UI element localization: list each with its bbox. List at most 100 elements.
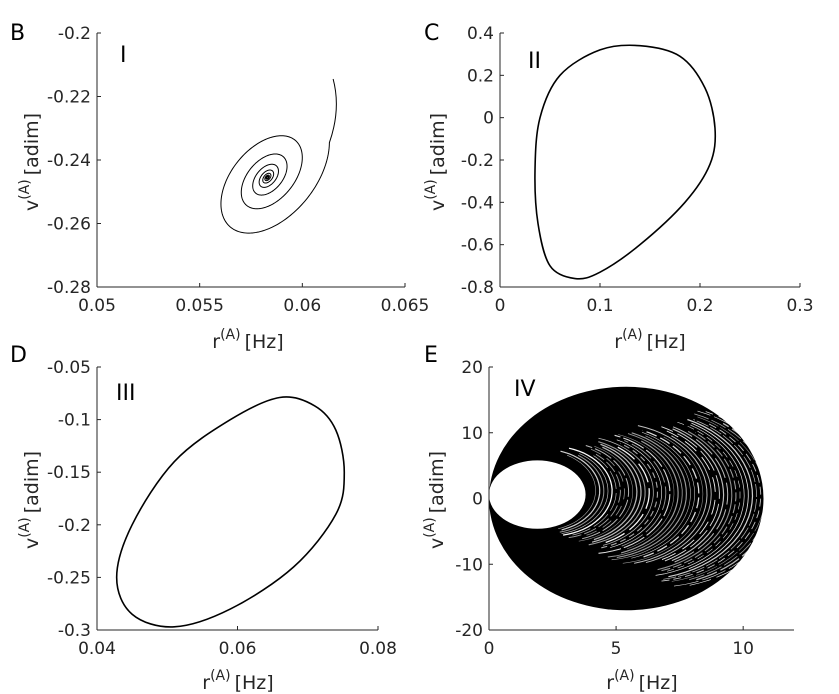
attractor-strand-gap (607, 433, 683, 558)
attractor-strand-gap (605, 446, 650, 544)
attractor-strand-gap (588, 441, 646, 546)
attractor-strand-gap (633, 425, 708, 564)
y-tick-label: -0.2 (58, 24, 91, 44)
attractor-strand-gap (671, 416, 766, 582)
x-tick-label: 0 (484, 639, 495, 659)
axes-d (96, 367, 378, 631)
y-tick-label: -0.15 (47, 463, 91, 483)
y-tick-label: -0.1 (58, 411, 91, 431)
attractor-strand-gap (657, 430, 733, 571)
x-tick-label: 0 (495, 296, 506, 316)
x-tick-label: 0.065 (381, 296, 430, 316)
attractor-strand-gap (673, 410, 778, 587)
attractor-strand-gap (689, 411, 782, 586)
attractor-strand-gap (668, 418, 754, 578)
y-tick-label: -0.2 (461, 151, 494, 171)
regime-label-d: III (116, 381, 135, 406)
panel-c: C II 0 0.1 0.2 0.3 -0.8-0.6-0.4-0.200.20.4 … (423, 21, 814, 353)
x-tick-label: 0.2 (686, 296, 713, 316)
y-axis-label-e: v(A)[adim] (422, 451, 448, 549)
attractor-strand-gap (568, 453, 621, 539)
attractor-strand-gap (582, 445, 630, 540)
y-axis-label-d: v(A)[adim] (17, 451, 43, 549)
attractor-strand-gap (661, 430, 716, 561)
attractor-strand-gap (593, 446, 638, 541)
attractor-strand-gap (622, 436, 704, 564)
x-axis-label-d: r(A) [Hz] (202, 668, 273, 694)
attractor-strand-gap (631, 431, 695, 559)
attractor-strand-gap (560, 450, 601, 531)
limit-cycle-c (534, 44, 717, 280)
attractor-strand-gap (661, 432, 737, 572)
y-tick-label: 0 (483, 109, 494, 129)
panel-b: B I 0.05 0.055 0.06 0.065 -0.28-0.26-0.24-0… (10, 21, 429, 353)
y-tick-label: 0.2 (467, 66, 494, 86)
y-tick-label: -20 (455, 621, 483, 641)
y-tick-label: -0.24 (47, 151, 91, 171)
y-tick-label: -0.4 (461, 193, 494, 213)
attractor-strand-gap (661, 426, 720, 562)
y-tick-label: -0.05 (47, 358, 91, 378)
y-tick-label: -10 (455, 555, 483, 575)
panel-d: D III 0.04 0.06 0.08 -0.3-0.25-0.2-0.15-0.… (10, 343, 397, 694)
x-tick-label: 0.05 (78, 296, 116, 316)
x-tick-label: 0.06 (283, 296, 321, 316)
attractor-strand-gap (667, 420, 741, 572)
attractor-strand-gap (561, 453, 609, 534)
x-ticks-b: 0.05 0.055 0.06 0.065 (78, 283, 429, 316)
axes-c (499, 33, 800, 288)
axes-b (96, 33, 405, 288)
limit-cycle-d (115, 396, 346, 628)
attractor-strand-gap (610, 439, 662, 548)
panel-letter-d: D (10, 343, 27, 368)
attractor-strand-gap (621, 440, 667, 547)
attractor-strand-gap (559, 454, 605, 533)
attractor-strand-gap (645, 435, 712, 564)
attractor-strand-gap (591, 443, 642, 543)
attractor-strand-gap (598, 434, 671, 554)
attractor-strand-gap (663, 419, 757, 580)
y-axis-label-c: v(A)[adim] (423, 113, 449, 211)
attractor-strand-gap (620, 440, 679, 554)
y-ticks-d: -0.3 -0.25 -0.2 -0.15 -0.1 -0.05 (47, 358, 101, 641)
x-tick-label: 5 (611, 639, 622, 659)
x-ticks-d: 0.04 0.06 0.08 (78, 626, 397, 659)
y-ticks-b: -0.28 -0.26 -0.24 -0.22 -0.2 (47, 24, 101, 298)
attractor-strand-gap (688, 422, 749, 570)
attractor-strand-gap (601, 442, 659, 549)
x-ticks-e: 0 5 10 (484, 626, 754, 659)
spiral-trajectory-b (220, 78, 337, 234)
x-axis-label-e: r(A) [Hz] (606, 668, 677, 694)
x-tick-label: 0.3 (786, 296, 813, 316)
y-tick-label: -0.6 (461, 236, 494, 256)
regime-label-c: II (528, 49, 541, 74)
attractor-strand-gap (616, 432, 687, 559)
attractor-strand-gap (611, 435, 691, 561)
attractor-strand-gap (562, 447, 613, 536)
attractor-inner-hole (489, 460, 586, 529)
y-tick-label: -0.3 (58, 621, 91, 641)
regime-label-b: I (120, 43, 127, 68)
attractor-strand-gap (572, 454, 617, 536)
attractor-strand-gap (558, 454, 596, 529)
attractor-strand-gap (688, 413, 770, 581)
x-tick-label: 0.1 (586, 296, 613, 316)
y-tick-label: 10 (461, 424, 483, 444)
attractor-strand-gap (642, 429, 700, 558)
attractor-strand-gap (585, 446, 625, 536)
panel-letter-e: E (424, 343, 438, 368)
x-tick-label: 10 (732, 639, 754, 659)
attractor-strand-gap (671, 428, 725, 562)
panel-letter-b: B (10, 21, 25, 46)
attractor-strand-gap (661, 422, 762, 582)
x-ticks-c: 0 0.1 0.2 0.3 (495, 283, 814, 316)
attractor-strand-gap (696, 422, 774, 581)
x-tick-label: 0.055 (175, 296, 224, 316)
axes-e (488, 367, 794, 631)
y-tick-label: -0.22 (47, 88, 91, 108)
y-tick-label: -0.26 (47, 215, 91, 235)
y-tick-label: 0 (472, 490, 483, 510)
y-ticks-c: -0.8 -0.6 -0.4 -0.2 0 0.2 0.4 (461, 24, 504, 298)
y-tick-label: -0.8 (461, 278, 494, 298)
